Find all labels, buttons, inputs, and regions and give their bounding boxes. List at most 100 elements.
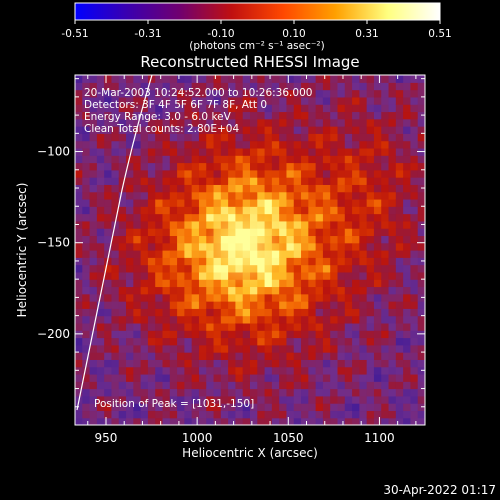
heatmap-cell <box>147 140 156 149</box>
heatmap-cell <box>257 337 266 346</box>
heatmap-cell <box>250 337 258 346</box>
heatmap-cell <box>155 373 164 382</box>
heatmap-cell <box>133 293 142 302</box>
heatmap-cell <box>213 133 222 142</box>
heatmap-cell <box>388 352 397 360</box>
heatmap-cell <box>417 301 425 309</box>
heatmap-cell <box>395 337 404 346</box>
heatmap-cell <box>206 177 215 185</box>
heatmap-cell <box>301 184 309 193</box>
heatmap-cell <box>198 286 207 295</box>
heatmap-cell <box>191 133 200 142</box>
heatmap-cell <box>82 337 91 346</box>
heatmap-cell <box>235 359 244 368</box>
heatmap-cell <box>381 191 390 200</box>
heatmap-cell <box>147 162 156 171</box>
heatmap-cell <box>417 352 425 360</box>
heatmap-cell <box>250 308 258 317</box>
heatmap-cell <box>352 264 360 273</box>
heatmap-cell <box>169 366 178 375</box>
heatmap-cell <box>206 410 215 419</box>
heatmap-cell <box>133 242 142 251</box>
heatmap-cell <box>147 301 156 309</box>
heatmap-cell <box>155 352 164 360</box>
heatmap-cell <box>162 75 171 83</box>
heatmap-cell <box>315 228 324 237</box>
heatmap-cell <box>206 118 215 127</box>
heatmap-cell <box>337 133 346 142</box>
heatmap-cell <box>191 206 200 215</box>
heatmap-cell <box>250 301 258 309</box>
heatmap-cell <box>104 403 113 412</box>
heatmap-cell <box>359 155 368 164</box>
heatmap-cell <box>410 111 419 120</box>
annotation-clean-counts: Clean Total counts: 2.80E+04 <box>84 123 239 135</box>
heatmap-cell <box>126 220 134 229</box>
heatmap-cell <box>344 286 353 295</box>
heatmap-cell <box>111 388 120 397</box>
heatmap-cell <box>162 417 171 425</box>
heatmap-cell <box>366 75 375 83</box>
heatmap-cell <box>155 155 164 164</box>
heatmap-cell <box>213 395 222 404</box>
heatmap-cell <box>403 177 412 185</box>
heatmap-cell <box>381 286 390 295</box>
heatmap-cell <box>366 344 375 353</box>
heatmap-cell <box>206 293 215 302</box>
heatmap-cell <box>184 206 193 215</box>
heatmap-cell <box>359 395 368 404</box>
heatmap-cell <box>242 337 251 346</box>
heatmap-cell <box>220 373 229 382</box>
heatmap-cell <box>133 118 142 127</box>
heatmap-cell <box>133 395 142 404</box>
heatmap-cell <box>308 308 317 317</box>
heatmap-cell <box>169 410 178 419</box>
heatmap-cell <box>337 373 346 382</box>
heatmap-cell <box>381 126 390 134</box>
heatmap-cell <box>235 308 244 317</box>
heatmap-cell <box>417 359 425 368</box>
heatmap-cell <box>381 301 390 309</box>
heatmap-cell <box>344 322 353 331</box>
heatmap-cell <box>279 315 288 324</box>
heatmap-cell <box>322 206 331 215</box>
peak-position-label: Position of Peak = [1031,-150] <box>94 398 254 410</box>
heatmap-cell <box>177 373 185 382</box>
heatmap-cell <box>147 337 156 346</box>
heatmap-cell <box>89 235 98 244</box>
heatmap-cell <box>279 279 288 288</box>
heatmap-cell <box>293 82 302 91</box>
heatmap-cell <box>162 126 171 134</box>
heatmap-cell <box>337 118 346 127</box>
heatmap-cell <box>169 82 178 91</box>
heatmap-cell <box>220 359 229 368</box>
heatmap-cell <box>198 293 207 302</box>
heatmap-cell <box>388 126 397 134</box>
heatmap-cell <box>147 96 156 105</box>
heatmap-cell <box>75 344 83 353</box>
heatmap-cell <box>206 417 215 425</box>
heatmap-cell <box>337 220 346 229</box>
heatmap-cell <box>228 417 237 425</box>
heatmap-cell <box>75 133 83 142</box>
heatmap-cell <box>293 198 302 207</box>
heatmap-cell <box>395 213 404 222</box>
heatmap-cell <box>191 213 200 222</box>
heatmap-cell <box>250 169 258 178</box>
heatmap-cell <box>126 315 134 324</box>
heatmap-cell <box>111 191 120 200</box>
heatmap-cell <box>198 140 207 149</box>
heatmap-cell <box>228 177 237 185</box>
heatmap-cell <box>359 206 368 215</box>
heatmap-cell <box>198 96 207 105</box>
heatmap-cell <box>330 286 339 295</box>
colorbar-tick-label: -0.10 <box>207 28 234 40</box>
heatmap-cell <box>301 308 309 317</box>
heatmap-cell <box>184 96 193 105</box>
heatmap-cell <box>344 293 353 302</box>
heatmap-cell <box>206 140 215 149</box>
heatmap-cell <box>344 162 353 171</box>
heatmap-cell <box>315 388 324 397</box>
heatmap-cell <box>257 82 266 91</box>
heatmap-cell <box>301 286 309 295</box>
